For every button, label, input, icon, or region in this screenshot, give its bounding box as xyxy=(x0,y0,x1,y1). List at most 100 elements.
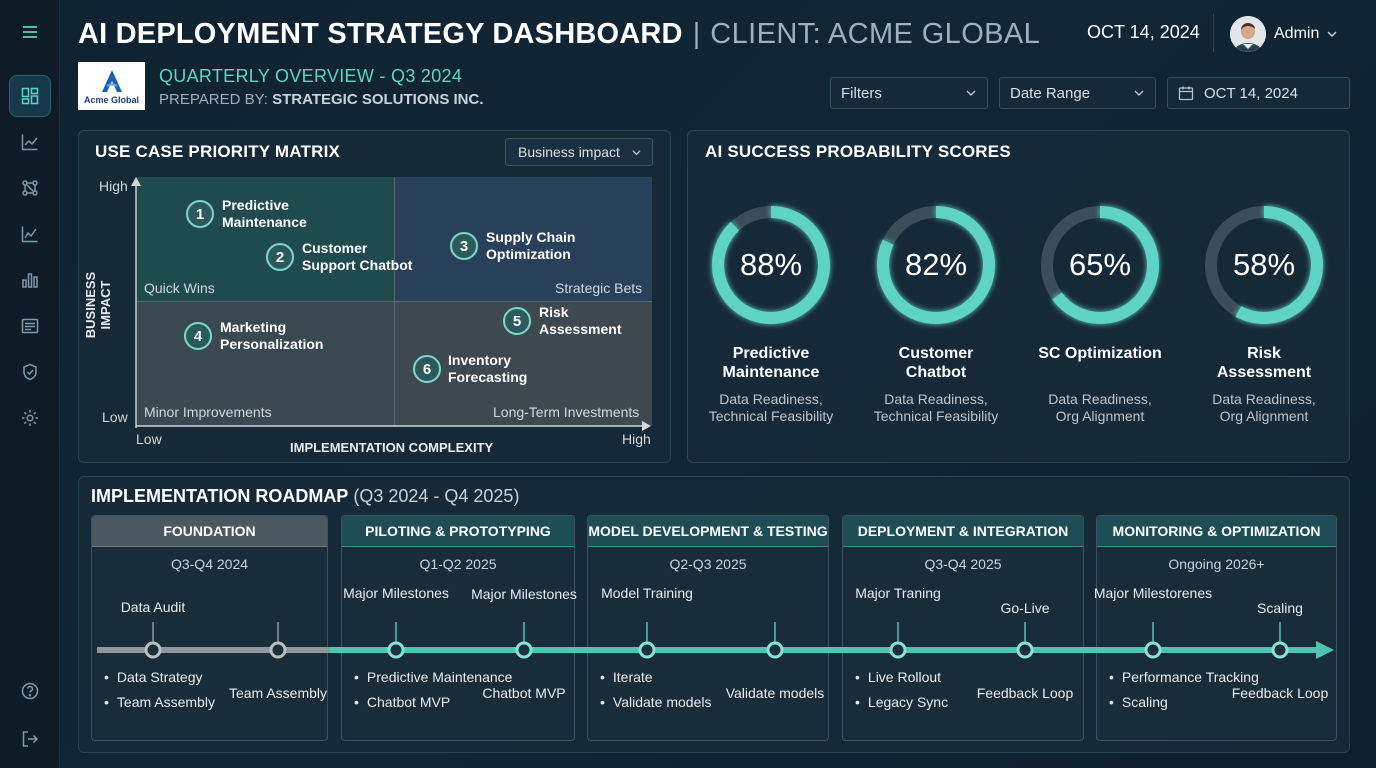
matrix-dropdown[interactable]: Business impact xyxy=(505,138,653,166)
chevron-down-icon xyxy=(966,90,976,96)
gauge-factor-line: Data Readiness, xyxy=(1212,391,1316,407)
line-chart-icon[interactable] xyxy=(9,121,51,163)
phase-title: MONITORING & OPTIMIZATION xyxy=(1097,516,1336,547)
phase-period: Q2-Q3 2025 xyxy=(669,556,747,572)
milestone-label: Feedback Loop xyxy=(1231,685,1329,701)
use-case-label[interactable]: Supply Chain Optimization xyxy=(486,229,575,263)
prepared-prefix: PREPARED BY: xyxy=(159,91,268,108)
quadrant-label: Long-Term Investments xyxy=(493,404,640,420)
gauge-name: SC Optimization xyxy=(1020,344,1180,363)
quadrant-strategic-bets xyxy=(394,177,652,301)
quadrant-label: Strategic Bets xyxy=(555,280,643,296)
gear-icon[interactable] xyxy=(9,397,51,439)
use-case-node[interactable]: 4 xyxy=(184,322,212,350)
scores-title: AI SUCCESS PROBABILITY SCORES xyxy=(705,142,1011,161)
gauge-value: 58% xyxy=(1232,247,1296,282)
date-picker-value: OCT 14, 2024 xyxy=(1204,84,1298,102)
gauge-name-line: Chatbot xyxy=(905,364,967,381)
title-separator: | xyxy=(692,17,701,50)
calendar-icon xyxy=(1178,86,1194,101)
date-picker[interactable]: OCT 14, 2024 xyxy=(1167,77,1350,109)
phase-title: PILOTING & PROTOTYPING xyxy=(342,516,574,547)
gauge-fill xyxy=(712,206,830,324)
use-case-node[interactable]: 5 xyxy=(503,307,531,335)
prepared-by: PREPARED BY: STRATEGIC SOLUTIONS INC. xyxy=(159,91,484,108)
milestone-label: Major Milestorenes xyxy=(1093,585,1213,601)
y-axis-high: High xyxy=(99,178,128,194)
gauge-factor-line: Data Readiness, xyxy=(884,391,988,407)
menu-icon[interactable] xyxy=(9,11,51,53)
avatar[interactable] xyxy=(1230,16,1266,52)
phase-title: DEPLOYMENT & INTEGRATION xyxy=(843,516,1083,547)
help-icon[interactable] xyxy=(9,670,51,712)
phase-task: Predictive Maintenance xyxy=(354,669,513,685)
date-range-dropdown[interactable]: Date Range xyxy=(999,77,1156,109)
chevron-down-icon[interactable] xyxy=(1326,28,1338,40)
phase-task: Scaling xyxy=(1109,694,1168,710)
use-case-label[interactable]: Marketing Personalization xyxy=(220,319,323,353)
client-name: CLIENT: ACME GLOBAL xyxy=(710,17,1041,50)
quadrant-quick-wins xyxy=(136,177,394,301)
score-gauge[interactable]: 88% xyxy=(706,200,836,330)
y-axis-title: BUSINESS IMPACT xyxy=(83,271,113,339)
date-range-label: Date Range xyxy=(1010,84,1091,102)
gauge-value: 65% xyxy=(1068,247,1132,282)
phase-period: Q3-Q4 2024 xyxy=(170,556,249,572)
use-case-label[interactable]: Inventory Forecasting xyxy=(448,352,527,386)
use-case-node[interactable]: 2 xyxy=(266,243,294,271)
gauge-name-line: Maintenance xyxy=(722,364,820,381)
gauge-name-line: Predictive xyxy=(732,345,810,362)
dashboard-icon[interactable] xyxy=(9,75,51,117)
phase-task: Chatbot MVP xyxy=(354,694,450,710)
logo-text: Acme Global xyxy=(83,94,139,105)
gauge-factor-line: Technical Feasibility xyxy=(708,408,834,424)
gauge-value: 88% xyxy=(739,247,803,282)
bar-chart-icon[interactable] xyxy=(9,259,51,301)
network-icon[interactable] xyxy=(9,167,51,209)
trend-icon[interactable] xyxy=(9,213,51,255)
y-axis-low: Low xyxy=(102,409,128,425)
milestone-label: Scaling xyxy=(1257,600,1303,616)
use-case-node[interactable]: 1 xyxy=(186,200,214,228)
use-case-label-line: Forecasting xyxy=(448,369,528,385)
gauge-factor-line: Data Readiness, xyxy=(1048,391,1152,407)
client-logo: Acme Global xyxy=(78,62,145,110)
score-gauge[interactable]: 65% xyxy=(1035,200,1165,330)
dashboard-title: AI DEPLOYMENT STRATEGY DASHBOARD xyxy=(78,17,683,50)
x-axis-high: High xyxy=(622,431,651,447)
shield-icon[interactable] xyxy=(9,351,51,393)
phase-title: FOUNDATION xyxy=(92,516,327,547)
use-case-label-line: Assessment xyxy=(539,321,622,337)
use-case-label-line: Risk xyxy=(539,304,569,320)
use-case-label-line: Support Chatbot xyxy=(302,257,413,273)
use-case-node[interactable]: 3 xyxy=(450,232,478,260)
gauge-fill xyxy=(1041,206,1159,324)
filters-label: Filters xyxy=(841,84,882,102)
use-case-label-line: Personalization xyxy=(220,336,324,352)
gauge-factors: Data Readiness, Org Alignment xyxy=(1184,391,1344,425)
phase-task: Team Assembly xyxy=(104,694,215,710)
header-divider xyxy=(1213,14,1214,52)
use-case-label[interactable]: Risk Assessment xyxy=(539,304,622,338)
matrix-title: USE CASE PRIORITY MATRIX xyxy=(95,142,341,161)
milestone-label: Go-Live xyxy=(1000,600,1050,616)
milestone-label: Validate models xyxy=(725,685,825,701)
use-case-label[interactable]: Predictive Maintenance xyxy=(222,197,307,231)
x-axis-title: IMPLEMENTATION COMPLEXITY xyxy=(290,440,494,455)
gauge-name: Customer Chatbot xyxy=(856,344,1016,382)
gauge-factor-line: Org Alignment xyxy=(1219,408,1309,424)
use-case-node[interactable]: 6 xyxy=(413,355,441,383)
header-date: OCT 14, 2024 xyxy=(1087,22,1200,42)
matrix-axes xyxy=(131,177,651,431)
phase-period: Q3-Q4 2025 xyxy=(924,556,1002,572)
score-gauge[interactable]: 58% xyxy=(1199,200,1329,330)
use-case-label[interactable]: Customer Support Chatbot xyxy=(302,240,412,274)
score-gauge[interactable]: 82% xyxy=(871,200,1001,330)
logout-icon[interactable] xyxy=(9,718,51,760)
use-case-label-line: Supply Chain xyxy=(486,229,576,245)
milestone-label: Model Training xyxy=(601,585,693,601)
user-name[interactable]: Admin xyxy=(1274,25,1320,42)
x-axis-low: Low xyxy=(136,431,162,447)
filters-dropdown[interactable]: Filters xyxy=(830,77,988,109)
report-icon[interactable] xyxy=(9,305,51,347)
